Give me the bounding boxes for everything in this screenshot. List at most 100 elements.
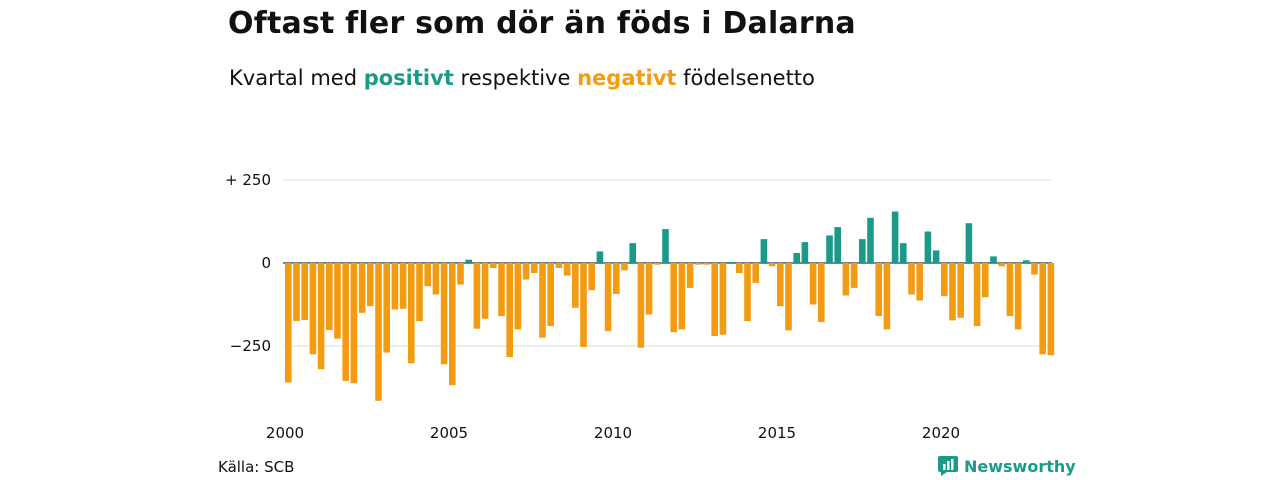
bar bbox=[834, 227, 841, 263]
bar bbox=[514, 263, 522, 330]
bar bbox=[293, 263, 300, 322]
bar bbox=[916, 263, 923, 301]
x-tick-label: 2020 bbox=[922, 424, 960, 442]
y-tick-label: 0 bbox=[261, 254, 271, 272]
bar bbox=[629, 243, 636, 263]
bar bbox=[334, 263, 341, 339]
bar bbox=[408, 263, 415, 364]
bar bbox=[973, 263, 981, 327]
bar bbox=[563, 263, 571, 276]
bar bbox=[842, 263, 850, 296]
bar bbox=[695, 263, 702, 265]
bar bbox=[1023, 260, 1030, 263]
bar bbox=[818, 263, 825, 323]
bar bbox=[547, 263, 554, 327]
bar bbox=[1014, 263, 1022, 330]
bar bbox=[900, 243, 907, 263]
bar bbox=[588, 263, 595, 291]
bar bbox=[613, 263, 620, 294]
bar bbox=[416, 263, 423, 322]
subtitle-positive: positivt bbox=[363, 66, 454, 90]
bar bbox=[662, 229, 669, 263]
bar bbox=[358, 263, 366, 313]
bar bbox=[531, 263, 538, 273]
x-tick-label: 2005 bbox=[430, 424, 468, 442]
subtitle-prefix: Kvartal med bbox=[229, 66, 358, 90]
bar bbox=[957, 263, 964, 318]
subtitle-suffix: födelsenetto bbox=[683, 66, 815, 90]
bar bbox=[949, 263, 956, 321]
x-tick-label: 2000 bbox=[266, 424, 304, 442]
bar bbox=[383, 263, 390, 353]
bar bbox=[736, 263, 743, 273]
bar bbox=[301, 263, 308, 321]
bar bbox=[604, 263, 612, 332]
bar bbox=[375, 263, 382, 401]
bar bbox=[481, 263, 489, 319]
bar bbox=[1039, 263, 1046, 355]
bar bbox=[391, 263, 399, 310]
bar bbox=[317, 263, 325, 370]
bar bbox=[891, 211, 899, 263]
bar bbox=[768, 263, 776, 267]
x-tick-label: 2010 bbox=[594, 424, 632, 442]
brand-name: Newsworthy bbox=[964, 456, 1076, 476]
bar bbox=[752, 263, 759, 283]
y-tick-label: + 250 bbox=[225, 171, 271, 189]
bar bbox=[932, 250, 940, 263]
bar bbox=[990, 256, 997, 263]
bar bbox=[490, 263, 497, 268]
bar bbox=[637, 263, 645, 348]
bar bbox=[399, 263, 407, 309]
bar bbox=[555, 263, 563, 268]
bar bbox=[473, 263, 481, 329]
bar bbox=[432, 263, 440, 295]
bar bbox=[424, 263, 431, 287]
chart-subtitle: Kvartal med positivt respektive negativt… bbox=[229, 66, 815, 90]
bar bbox=[580, 263, 587, 347]
y-tick-label: −250 bbox=[230, 337, 271, 355]
bar bbox=[744, 263, 751, 322]
bar bbox=[941, 263, 948, 297]
brand-logo: Newsworthy bbox=[938, 456, 1076, 476]
bar bbox=[760, 239, 768, 263]
bar bbox=[1047, 263, 1055, 356]
bar bbox=[1006, 263, 1014, 317]
bar bbox=[793, 253, 800, 263]
subtitle-middle: respektive bbox=[460, 66, 571, 90]
bar bbox=[621, 263, 628, 271]
bar bbox=[457, 263, 464, 285]
bar bbox=[285, 263, 292, 383]
subtitle-negative: negativt bbox=[577, 66, 677, 90]
bar bbox=[350, 263, 358, 384]
bar bbox=[645, 263, 653, 315]
x-tick-label: 2015 bbox=[758, 424, 796, 442]
bar bbox=[309, 263, 317, 355]
bar bbox=[965, 223, 973, 263]
bar bbox=[326, 263, 333, 331]
bar bbox=[924, 231, 932, 263]
bar bbox=[449, 263, 456, 386]
bar bbox=[719, 263, 727, 335]
bar bbox=[506, 263, 513, 357]
source-note: Källa: SCB bbox=[218, 458, 295, 476]
bar bbox=[711, 263, 718, 336]
bar bbox=[703, 263, 710, 265]
bar bbox=[875, 263, 882, 317]
bar bbox=[1031, 263, 1038, 275]
bar bbox=[522, 263, 530, 280]
bar bbox=[572, 263, 579, 308]
bar bbox=[367, 263, 374, 307]
bar bbox=[998, 263, 1005, 267]
bar bbox=[678, 263, 686, 330]
bar bbox=[826, 235, 833, 263]
bar bbox=[596, 251, 604, 263]
bar bbox=[342, 263, 349, 381]
chart-title: Oftast fler som dör än föds i Dalarna bbox=[228, 6, 856, 41]
bar bbox=[465, 259, 472, 263]
bar bbox=[777, 263, 784, 307]
bar bbox=[850, 263, 858, 288]
bar bbox=[908, 263, 915, 295]
bar bbox=[498, 263, 505, 317]
